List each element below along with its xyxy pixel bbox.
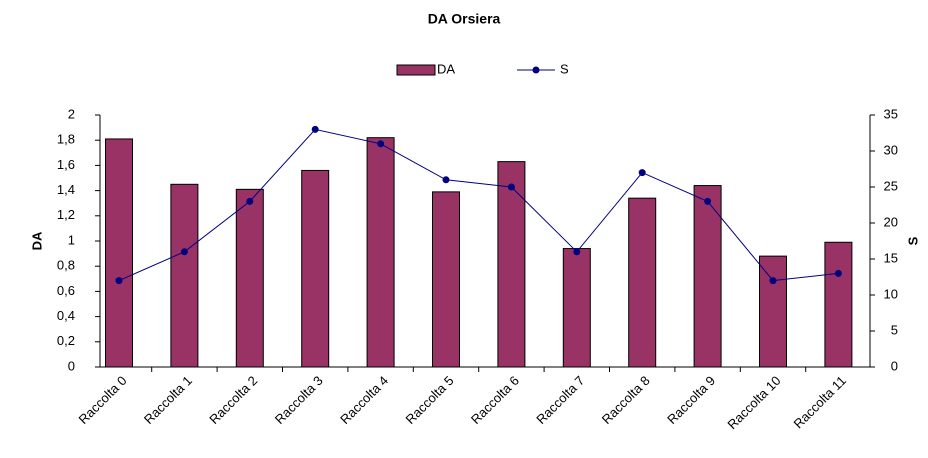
bar — [628, 197, 657, 368]
y2-tick-label: 10 — [884, 286, 898, 301]
x-tick-label: Raccolta 8 — [599, 373, 653, 427]
x-tick-label: Raccolta 6 — [468, 373, 522, 427]
y-tick-label: 0 — [68, 358, 75, 373]
x-tick-label: Raccolta 0 — [76, 373, 130, 427]
bar — [497, 161, 526, 368]
point — [377, 140, 385, 148]
bar — [235, 188, 264, 368]
y-tick-label: 0,2 — [57, 333, 75, 348]
point — [246, 197, 254, 205]
y2-tick-label: 20 — [884, 214, 898, 229]
x-tick-label: Raccolta 9 — [664, 373, 718, 427]
y-tick-label: 2 — [68, 106, 75, 121]
y-axis-label: DA — [29, 231, 44, 250]
legend-label: S — [560, 61, 569, 76]
y2-tick-label: 5 — [891, 322, 898, 337]
y-tick-label: 1,2 — [57, 207, 75, 222]
y2-tick-label: 30 — [884, 142, 898, 157]
x-tick-label: Raccolta 7 — [533, 373, 587, 427]
y-tick-label: 1,4 — [57, 182, 75, 197]
bar — [759, 255, 787, 368]
y-tick-label: 0,4 — [57, 308, 75, 323]
point — [704, 197, 712, 205]
bar — [105, 138, 133, 368]
y-tick-label: 1,6 — [57, 157, 75, 172]
point — [834, 269, 842, 277]
bar — [301, 169, 330, 368]
chart-title: DA Orsiera — [428, 11, 501, 27]
bar — [693, 185, 722, 368]
point — [638, 169, 646, 177]
bar — [366, 137, 395, 368]
legend-label: DA — [437, 61, 455, 76]
line — [118, 128, 839, 282]
y-tick-label: 0,6 — [57, 283, 75, 298]
y-tick-label: 1 — [68, 232, 75, 247]
y2-tick-label: 25 — [884, 178, 898, 193]
point — [442, 176, 450, 184]
y2-tick-label: 0 — [891, 358, 898, 373]
x-tick-label: Raccolta 10 — [724, 373, 783, 432]
x-tick-label: Raccolta 2 — [206, 373, 260, 427]
x-tick-label: Raccolta 11 — [790, 373, 848, 431]
y-tick-label: 0,8 — [57, 258, 75, 273]
x-tick-label: Raccolta 1 — [141, 373, 195, 427]
y2-axis-label: S — [905, 236, 920, 245]
point — [180, 248, 188, 256]
point — [573, 248, 581, 256]
x-tick-label: Raccolta 4 — [337, 373, 391, 427]
point — [507, 183, 515, 191]
legend-swatch — [532, 66, 540, 74]
bar — [824, 241, 853, 368]
legend-swatch — [396, 64, 436, 76]
bar — [562, 248, 591, 368]
bar — [170, 183, 199, 368]
point — [769, 277, 777, 285]
y2-tick-label: 15 — [884, 250, 898, 265]
x-tick-label: Raccolta 5 — [403, 373, 457, 427]
point — [311, 125, 319, 133]
x-tick-label: Raccolta 3 — [272, 373, 326, 427]
bar — [432, 191, 460, 368]
y2-tick-label: 35 — [884, 106, 898, 121]
point — [115, 277, 123, 285]
y-tick-label: 1,8 — [57, 132, 75, 147]
